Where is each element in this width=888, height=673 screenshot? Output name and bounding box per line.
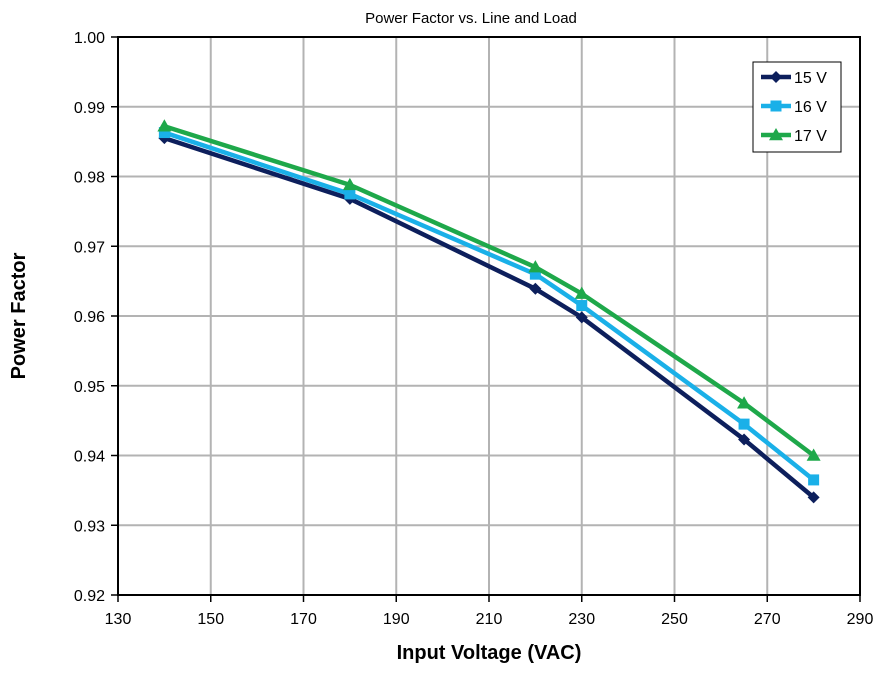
chart-title: Power Factor vs. Line and Load	[365, 10, 577, 27]
legend-label: 15 V	[794, 70, 827, 87]
x-tick-label: 150	[197, 611, 224, 628]
legend-label: 16 V	[794, 99, 827, 116]
y-axis-ticks: 0.92 0.93 0.94 0.95 0.96 0.97 0.98 0.99 1.00	[74, 30, 118, 605]
series-16v	[158, 127, 820, 486]
data-point-16v	[808, 474, 820, 486]
data-point-15v	[738, 433, 751, 446]
legend-entry-17v: 17 V	[761, 128, 827, 145]
data-point-16v	[344, 188, 356, 200]
grid	[118, 37, 860, 595]
y-tick-label: 0.97	[74, 239, 105, 256]
y-tick-label: 1.00	[74, 30, 105, 47]
legend-marker	[770, 100, 782, 112]
legend: 15 V 16 V 17 V	[752, 61, 842, 153]
x-tick-label: 290	[847, 611, 874, 628]
series-line-17v	[163, 124, 815, 458]
data-point-16v	[738, 418, 750, 430]
x-tick-label: 210	[476, 611, 503, 628]
x-tick-label: 250	[661, 611, 688, 628]
x-tick-label: 270	[754, 611, 781, 628]
data-point-15v	[575, 311, 588, 324]
legend-entry-15v: 15 V	[761, 70, 827, 87]
series-17v	[157, 119, 821, 461]
y-tick-label: 0.95	[74, 379, 105, 396]
legend-marker	[769, 128, 783, 141]
legend-entry-16v: 16 V	[761, 99, 827, 116]
series-line-16v	[163, 130, 816, 482]
data-point-17v	[528, 260, 543, 273]
series-line-15v	[163, 135, 816, 500]
y-tick-label: 0.96	[74, 309, 105, 326]
x-tick-label: 170	[290, 611, 317, 628]
data-point-16v	[529, 268, 541, 280]
y-tick-label: 0.99	[74, 100, 105, 117]
data-point-17v	[342, 177, 357, 191]
x-axis-ticks: 130 150 170 190 210 230 250 270 290	[105, 595, 874, 628]
x-axis-title: Input Voltage (VAC)	[397, 642, 582, 664]
x-tick-label: 230	[568, 611, 595, 628]
data-point-15v	[807, 491, 820, 504]
data-point-15v	[529, 282, 542, 295]
data-point-17v	[157, 119, 172, 132]
y-axis-title: Power Factor	[8, 252, 30, 379]
legend-label: 17 V	[794, 128, 827, 145]
y-tick-label: 0.94	[74, 449, 105, 466]
data-point-16v	[158, 127, 170, 139]
data-point-17v	[806, 448, 821, 461]
data-point-16v	[576, 300, 588, 312]
data-point-17v	[737, 396, 752, 409]
y-tick-label: 0.98	[74, 170, 105, 187]
series-layer	[157, 119, 821, 504]
y-tick-label: 0.92	[74, 588, 105, 605]
x-tick-label: 190	[383, 611, 410, 628]
x-tick-label: 130	[105, 611, 132, 628]
data-point-17v	[574, 286, 589, 299]
y-tick-label: 0.93	[74, 518, 105, 535]
legend-marker	[770, 71, 782, 83]
